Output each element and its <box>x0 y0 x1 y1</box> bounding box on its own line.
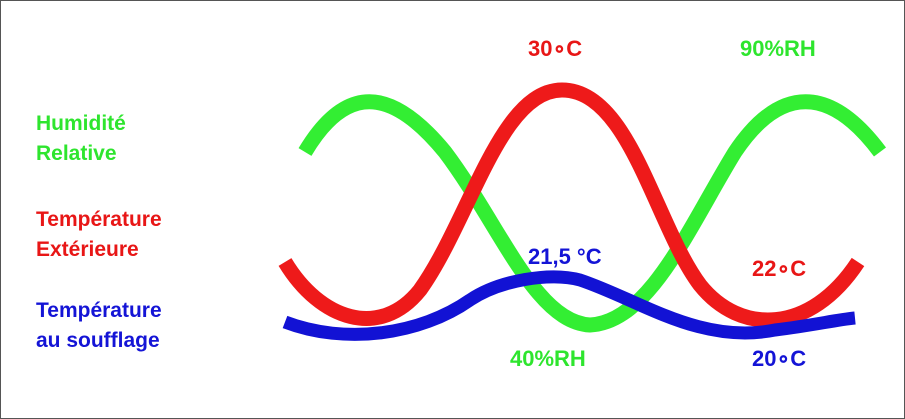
legend-humidity-line2: Relative <box>36 142 117 165</box>
outdoor-temperature-wave <box>278 82 865 328</box>
supply-max-value: 21,5 °C <box>528 244 602 269</box>
supply-temperature-wave <box>282 270 856 341</box>
legend-supply-line2: au soufflage <box>36 329 160 352</box>
legend-humidity-line1: Humidité <box>36 112 126 135</box>
legend-outdoor-line1: Température <box>36 208 162 231</box>
legend-outdoor-line2: Extérieure <box>36 238 139 261</box>
legend-humidity: Humidité Relative <box>36 109 126 169</box>
humidity-max-value: 90%RH <box>740 36 816 61</box>
legend-supply-temperature: Température au soufflage <box>36 296 162 356</box>
legend-outdoor-temperature: Température Extérieure <box>36 205 162 265</box>
humidity-min-value: 40%RH <box>510 346 586 371</box>
legend-supply-line1: Température <box>36 299 162 322</box>
outdoor-max-value: 30∘C <box>528 36 583 61</box>
humidity-wave <box>298 94 887 333</box>
supply-min-value: 20∘C <box>752 346 807 371</box>
outdoor-min-value: 22∘C <box>752 256 807 281</box>
